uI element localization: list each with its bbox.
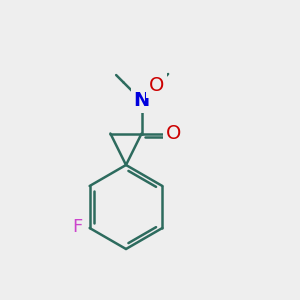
Text: N: N [134, 91, 150, 110]
Text: O: O [149, 76, 164, 95]
Text: O: O [165, 124, 181, 143]
Text: F: F [72, 218, 82, 236]
